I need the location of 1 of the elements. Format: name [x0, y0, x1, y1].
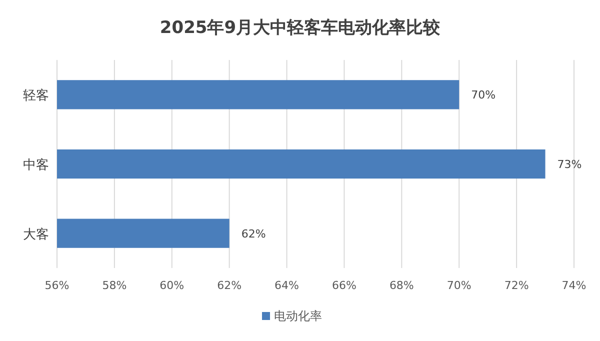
title: 2025年9月大中轻客车电动化率比较: [160, 18, 440, 38]
